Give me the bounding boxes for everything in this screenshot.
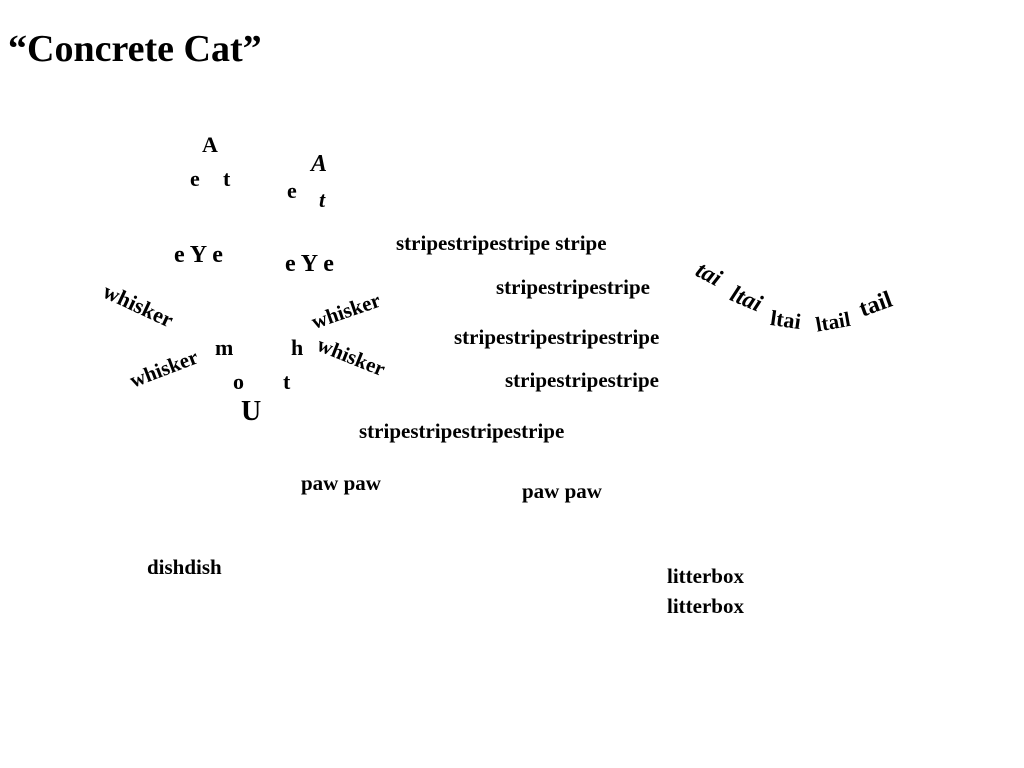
left-ear-t: t (223, 166, 231, 191)
mouth-u: U (241, 396, 262, 427)
tail-part-1: tai (691, 257, 726, 292)
left-eye: e Y e (174, 242, 223, 268)
tail-part-5: tail (855, 286, 896, 323)
stripe-line-2: stripestripestripe (496, 275, 650, 299)
stripe-line-5: stripestripestripestripe (359, 419, 565, 443)
whisker-upper-left: whisker (99, 278, 178, 333)
mouth-m: m (215, 335, 234, 360)
dish-text: dishdish (147, 555, 222, 579)
litterbox-line-2: litterbox (667, 594, 744, 618)
whisker-lower-right: whisker (313, 332, 389, 382)
left-ear-e: e (190, 166, 200, 191)
page-title: “Concrete Cat” (8, 28, 262, 70)
mouth-t: t (283, 369, 291, 394)
right-ear-t: t (319, 187, 326, 212)
mouth-h: h (291, 335, 304, 360)
paw-left: paw paw (301, 471, 381, 495)
litterbox-line-1: litterbox (667, 564, 744, 588)
mouth-o: o (233, 369, 244, 394)
paw-right: paw paw (522, 479, 602, 503)
tail-part-3: ltai (768, 305, 803, 335)
tail-part-4: ltail (813, 306, 853, 337)
right-ear-e: e (287, 178, 297, 203)
whisker-lower-left: whisker (126, 344, 202, 393)
left-ear-a: A (202, 132, 218, 157)
stripe-line-1: stripestripestripe stripe (396, 231, 607, 255)
tail-part-2: ltai (726, 281, 766, 318)
right-ear-a: A (311, 151, 328, 177)
stripe-line-4: stripestripestripe (505, 368, 659, 392)
stripe-line-3: stripestripestripestripe (454, 325, 660, 349)
right-eye: e Y e (285, 251, 334, 277)
whisker-upper-right: whisker (308, 287, 384, 334)
